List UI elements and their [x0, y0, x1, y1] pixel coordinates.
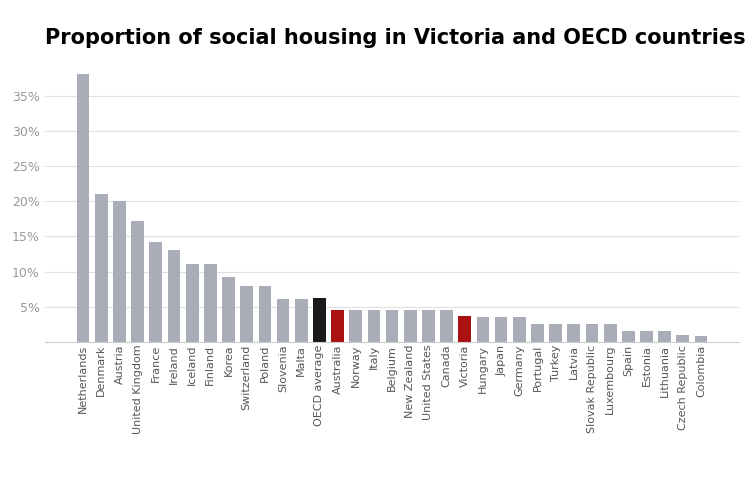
Bar	[167, 250, 180, 342]
Bar	[622, 331, 635, 342]
Bar	[313, 298, 326, 342]
Bar	[113, 201, 126, 342]
Bar	[204, 264, 216, 342]
Bar	[149, 242, 162, 342]
Bar	[349, 310, 362, 342]
Bar	[277, 299, 290, 342]
Bar	[604, 324, 617, 342]
Bar	[77, 74, 90, 342]
Bar	[295, 299, 308, 342]
Bar	[458, 316, 471, 342]
Bar	[586, 324, 599, 342]
Bar	[386, 310, 398, 342]
Bar	[131, 221, 144, 342]
Text: Proportion of social housing in Victoria and OECD countries: Proportion of social housing in Victoria…	[45, 28, 746, 48]
Bar	[676, 335, 689, 342]
Bar	[531, 324, 544, 342]
Bar	[422, 310, 435, 342]
Bar	[241, 286, 253, 342]
Bar	[694, 336, 707, 342]
Bar	[404, 310, 417, 342]
Bar	[495, 317, 507, 342]
Bar	[513, 317, 526, 342]
Bar	[331, 310, 344, 342]
Bar	[222, 277, 235, 342]
Bar	[658, 331, 671, 342]
Bar	[367, 310, 380, 342]
Bar	[640, 331, 653, 342]
Bar	[568, 324, 580, 342]
Bar	[477, 317, 489, 342]
Bar	[95, 194, 108, 342]
Bar	[185, 264, 198, 342]
Bar	[549, 324, 562, 342]
Bar	[440, 310, 453, 342]
Bar	[259, 286, 271, 342]
